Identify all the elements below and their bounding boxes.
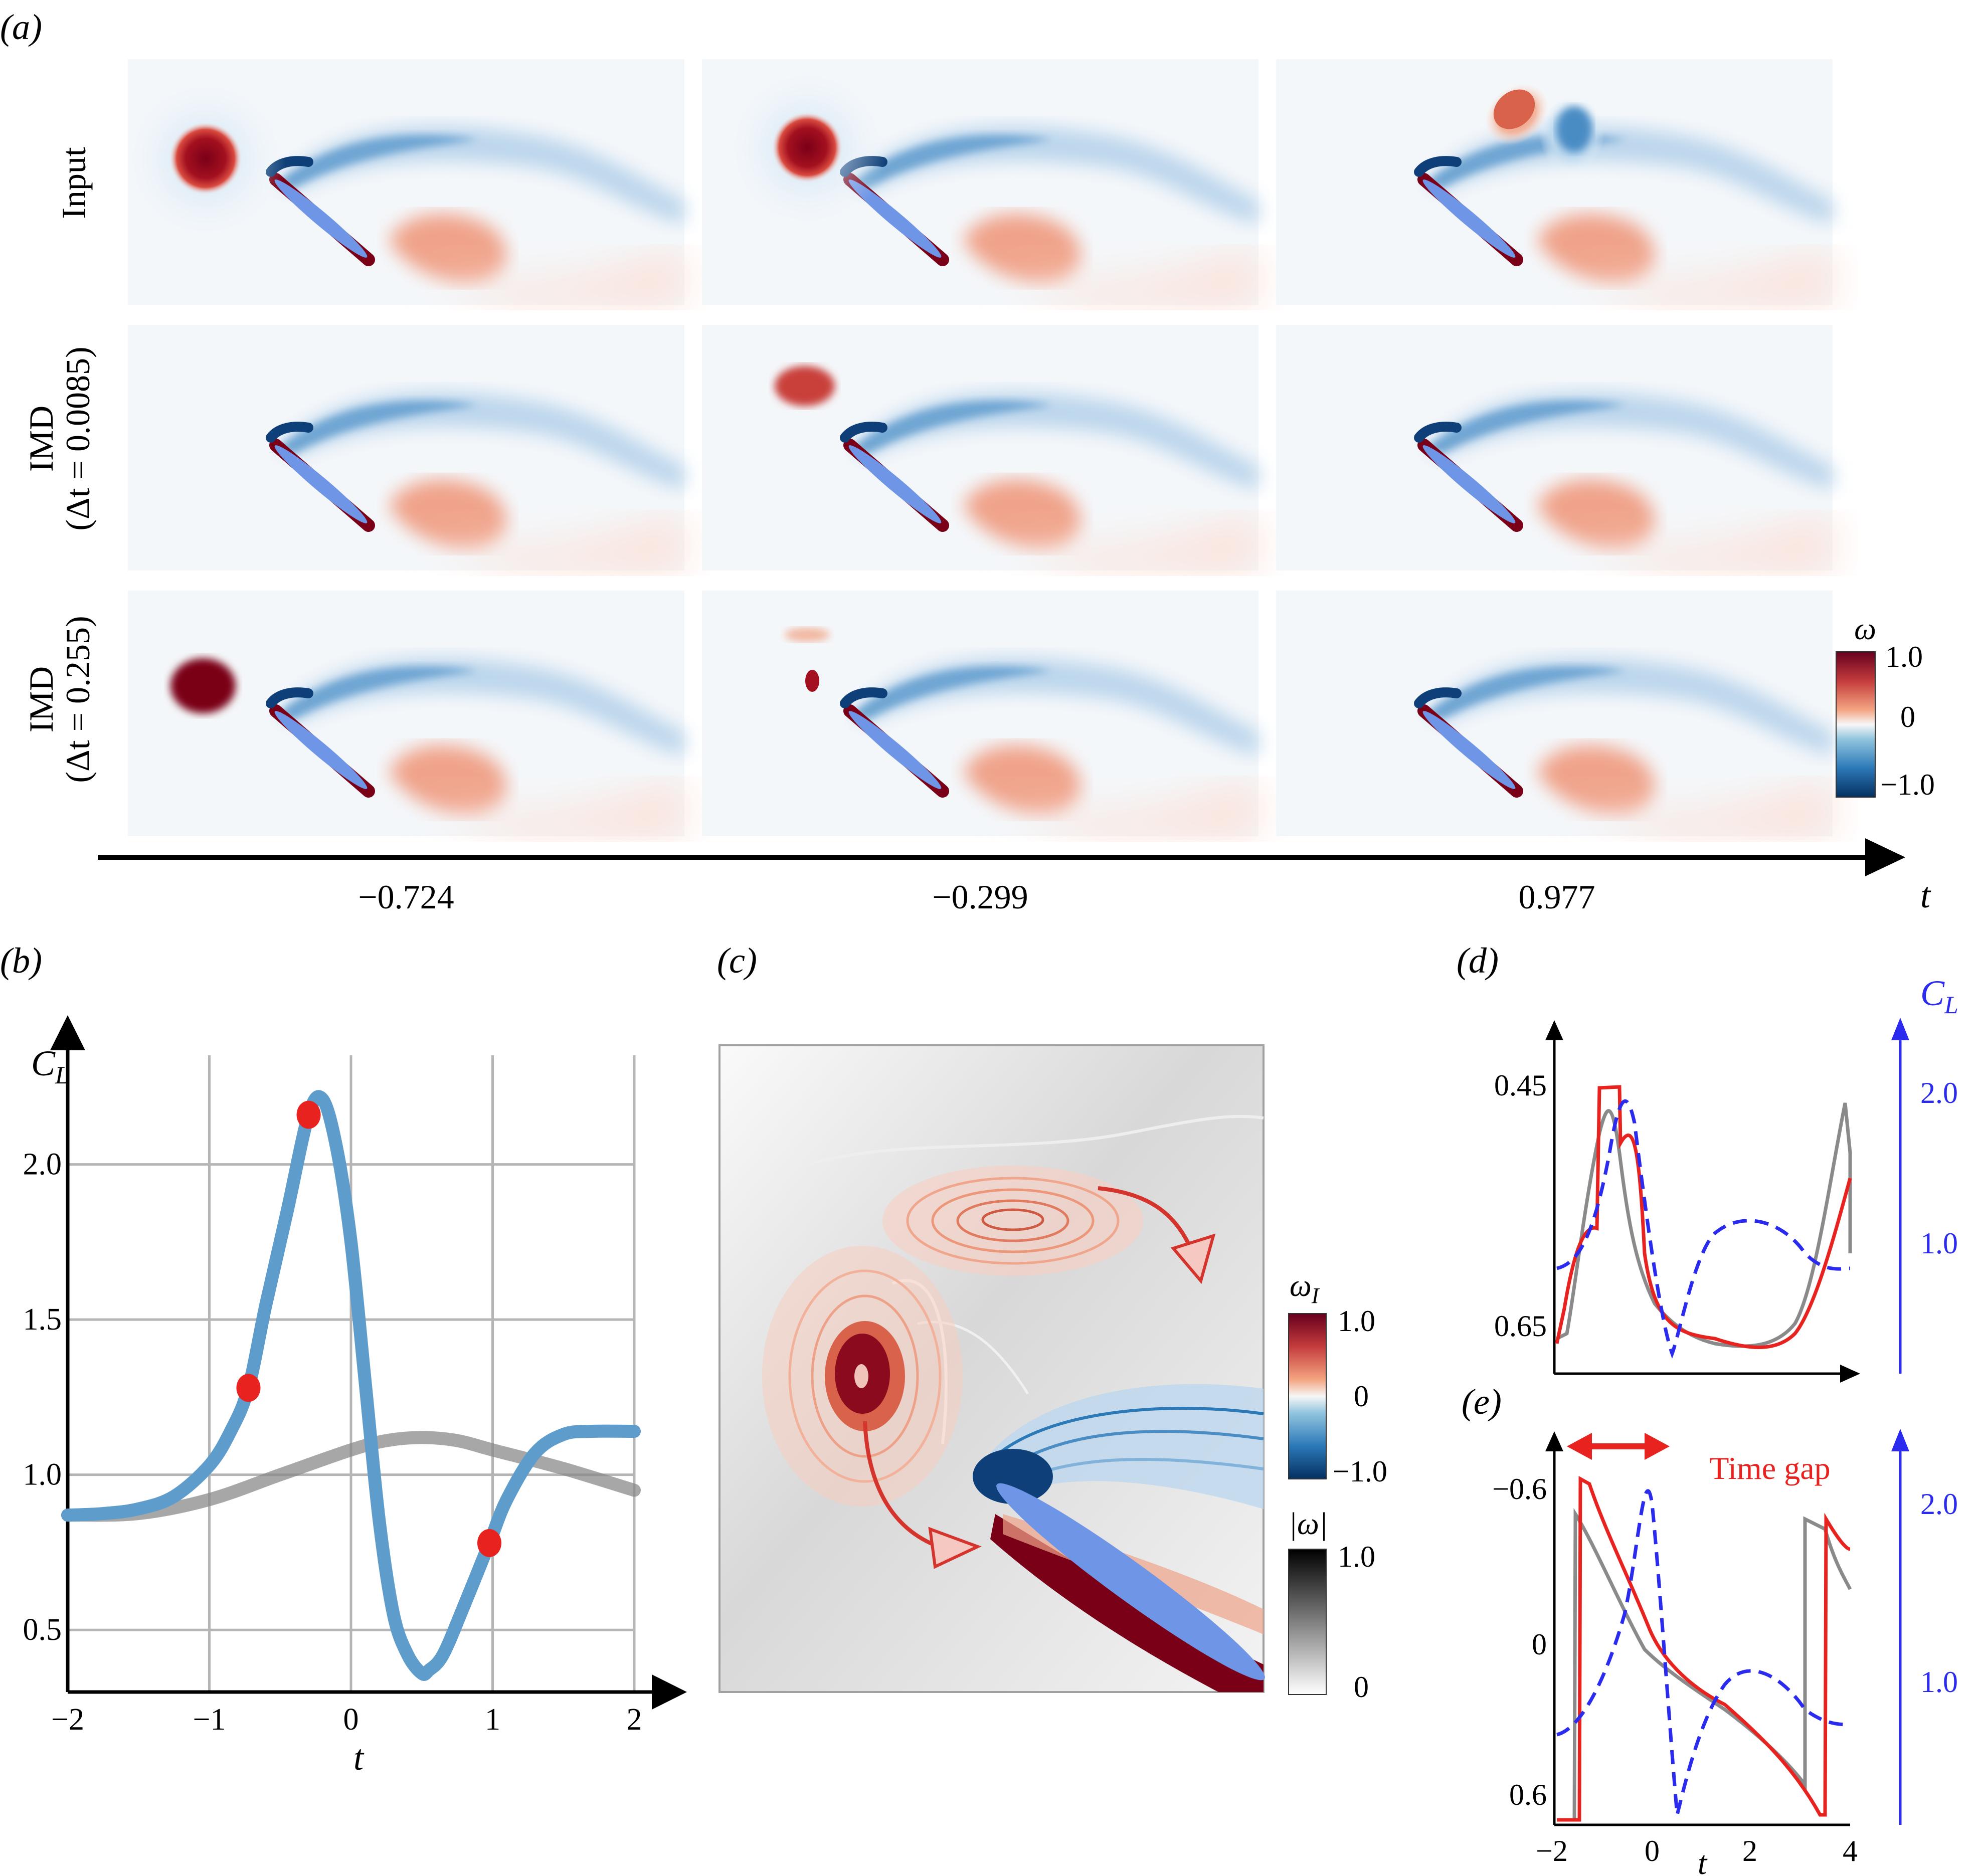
panel-d-label: (d): [1457, 941, 1499, 981]
chart-e-xtick-3: 2: [1742, 1834, 1757, 1867]
field-input-t1: [125, 59, 684, 305]
chart-e-rtick-2: 2.0: [1920, 1487, 1958, 1521]
cl-xtick: 2: [627, 1703, 642, 1737]
colorbar-omega-i-mid: 0: [1354, 1380, 1369, 1413]
chart-e-xtick-1: −2: [1536, 1834, 1568, 1867]
colorbar-omega-i-sub: I: [1311, 1283, 1320, 1308]
cl-xlabel: t: [353, 1738, 365, 1778]
field-input-t3: [1276, 59, 1833, 305]
chart-d-cl-line: [1556, 1099, 1851, 1359]
field-imd-fine-t1: [128, 325, 684, 571]
cl-marker: [236, 1374, 261, 1402]
colorbar-omega-i: ωI 1.0 0 −1.0: [1288, 1269, 1387, 1488]
colorbar-omega-max: 1.0: [1885, 640, 1923, 673]
colorbar-omega-i-main: ω: [1290, 1269, 1312, 1303]
chart-e-rtick-1: 1.0: [1920, 1665, 1958, 1699]
cl-grid: [68, 1055, 636, 1692]
chart-d-ytick-2: 0.65: [1494, 1309, 1547, 1343]
chart-d-rtick-1: 1.0: [1920, 1227, 1958, 1260]
cl-xtick: 1: [485, 1703, 500, 1737]
chart-e-ytick-1: −0.6: [1492, 1472, 1547, 1506]
colorbar-omega-i-min: −1.0: [1333, 1455, 1387, 1488]
colorbar-abs-omega: |ω| 1.0 0: [1288, 1507, 1375, 1704]
interpolated-vorticity-field: [718, 1044, 1265, 1693]
chart-e-ytick-3: 0.6: [1509, 1778, 1547, 1811]
row-labels: Input IMD (Δt = 0.0085) IMD (Δt = 0.255): [22, 147, 97, 783]
chart-d-gray-line: [1556, 1102, 1852, 1348]
colorbar-omega-i-title: ωI: [1290, 1269, 1320, 1308]
cl-ytick: 0.5: [23, 1613, 62, 1647]
chart-e-xtick-2: 0: [1645, 1834, 1660, 1867]
chart-e-cl-line: [1556, 1489, 1851, 1815]
time-label-3: 0.977: [1519, 878, 1595, 916]
chart-d: 0.45 0.65 2.0 1.0 CL: [1494, 973, 1958, 1383]
colorbar-abs-omega-max: 1.0: [1338, 1540, 1375, 1573]
cl-axes: [50, 1015, 687, 1710]
chart-d-ytick-1: 0.45: [1494, 1069, 1547, 1102]
cl-chart: CL −2 −1 0 1 2 0.5 1.0 1.5 2.0 t: [23, 1015, 687, 1778]
chart-e-ytick-2: 0: [1532, 1628, 1547, 1661]
row-label-imd-1: IMD: [22, 406, 60, 472]
time-gap-label: Time gap: [1709, 1450, 1830, 1486]
cl-marker: [296, 1100, 321, 1129]
cl-ylabel-sub: L: [55, 1061, 69, 1089]
cl-marker: [477, 1529, 502, 1557]
colorbar-abs-omega-title: |ω|: [1289, 1507, 1328, 1541]
panel-c-label: (c): [717, 941, 757, 981]
row-label-input: Input: [55, 147, 93, 219]
vorticity-field-grid: [125, 59, 1833, 836]
cl-xtick: −1: [193, 1703, 226, 1737]
panel-b-label: (b): [0, 941, 42, 981]
colorbar-omega-title: ω: [1854, 612, 1876, 646]
colorbar-abs-omega-min: 0: [1354, 1670, 1369, 1704]
field-imd-coarse-t1: [128, 591, 684, 836]
chart-e-xtick-4: 4: [1843, 1834, 1858, 1867]
cl-ytick: 2.0: [23, 1148, 62, 1182]
colorbar-omega-min: −1.0: [1880, 768, 1935, 801]
row-label-imd-2: IMD: [22, 666, 60, 732]
time-axis-a: −0.724 −0.299 0.977 t: [98, 838, 1931, 916]
chart-e-xlabel: t: [1698, 1845, 1708, 1876]
panel-e-label: (e): [1462, 1382, 1502, 1422]
chart-d-right-label-sub: L: [1944, 991, 1958, 1019]
chart-d-right-label: CL: [1920, 973, 1958, 1019]
row-label-dt-1: (Δt = 0.0085): [59, 346, 97, 530]
time-axis-label: t: [1920, 875, 1931, 915]
colorbar-omega-i-max: 1.0: [1338, 1304, 1375, 1338]
cl-ylabel-main: C: [31, 1043, 56, 1083]
field-imd-coarse-t2: [702, 591, 1258, 836]
cl-markers: [236, 1100, 502, 1557]
cl-ytick: 1.0: [23, 1458, 62, 1492]
chart-e: −0.6 0 0.6 2.0 1.0 Time gap −2 0 2 4 t: [1492, 1429, 1958, 1876]
cl-ticks: −2 −1 0 1 2 0.5 1.0 1.5 2.0: [23, 1148, 642, 1737]
cl-ylabel: CL: [31, 1043, 69, 1089]
time-label-1: −0.724: [358, 878, 454, 916]
field-imd-coarse-t3: [1276, 591, 1833, 836]
time-label-2: −0.299: [932, 878, 1028, 916]
cl-ytick: 1.5: [23, 1302, 62, 1337]
cl-xtick: −2: [51, 1703, 84, 1737]
chart-d-rtick-2: 2.0: [1920, 1076, 1958, 1109]
field-imd-fine-t3: [1276, 325, 1833, 571]
field-imd-fine-t2: [702, 325, 1258, 571]
field-input-t2: [702, 59, 1258, 305]
row-label-dt-2: (Δt = 0.255): [59, 616, 97, 783]
chart-e-gray-line: [1557, 1508, 1852, 1822]
chart-e-red-line: [1557, 1476, 1851, 1822]
chart-d-red-line: [1555, 1085, 1852, 1349]
chart-d-right-label-main: C: [1920, 973, 1945, 1013]
cl-xtick: 0: [343, 1703, 359, 1737]
colorbar-omega: ω 1.0 0 −1.0: [1836, 612, 1935, 801]
panel-a-label: (a): [0, 7, 42, 47]
colorbar-omega-mid: 0: [1900, 700, 1915, 733]
